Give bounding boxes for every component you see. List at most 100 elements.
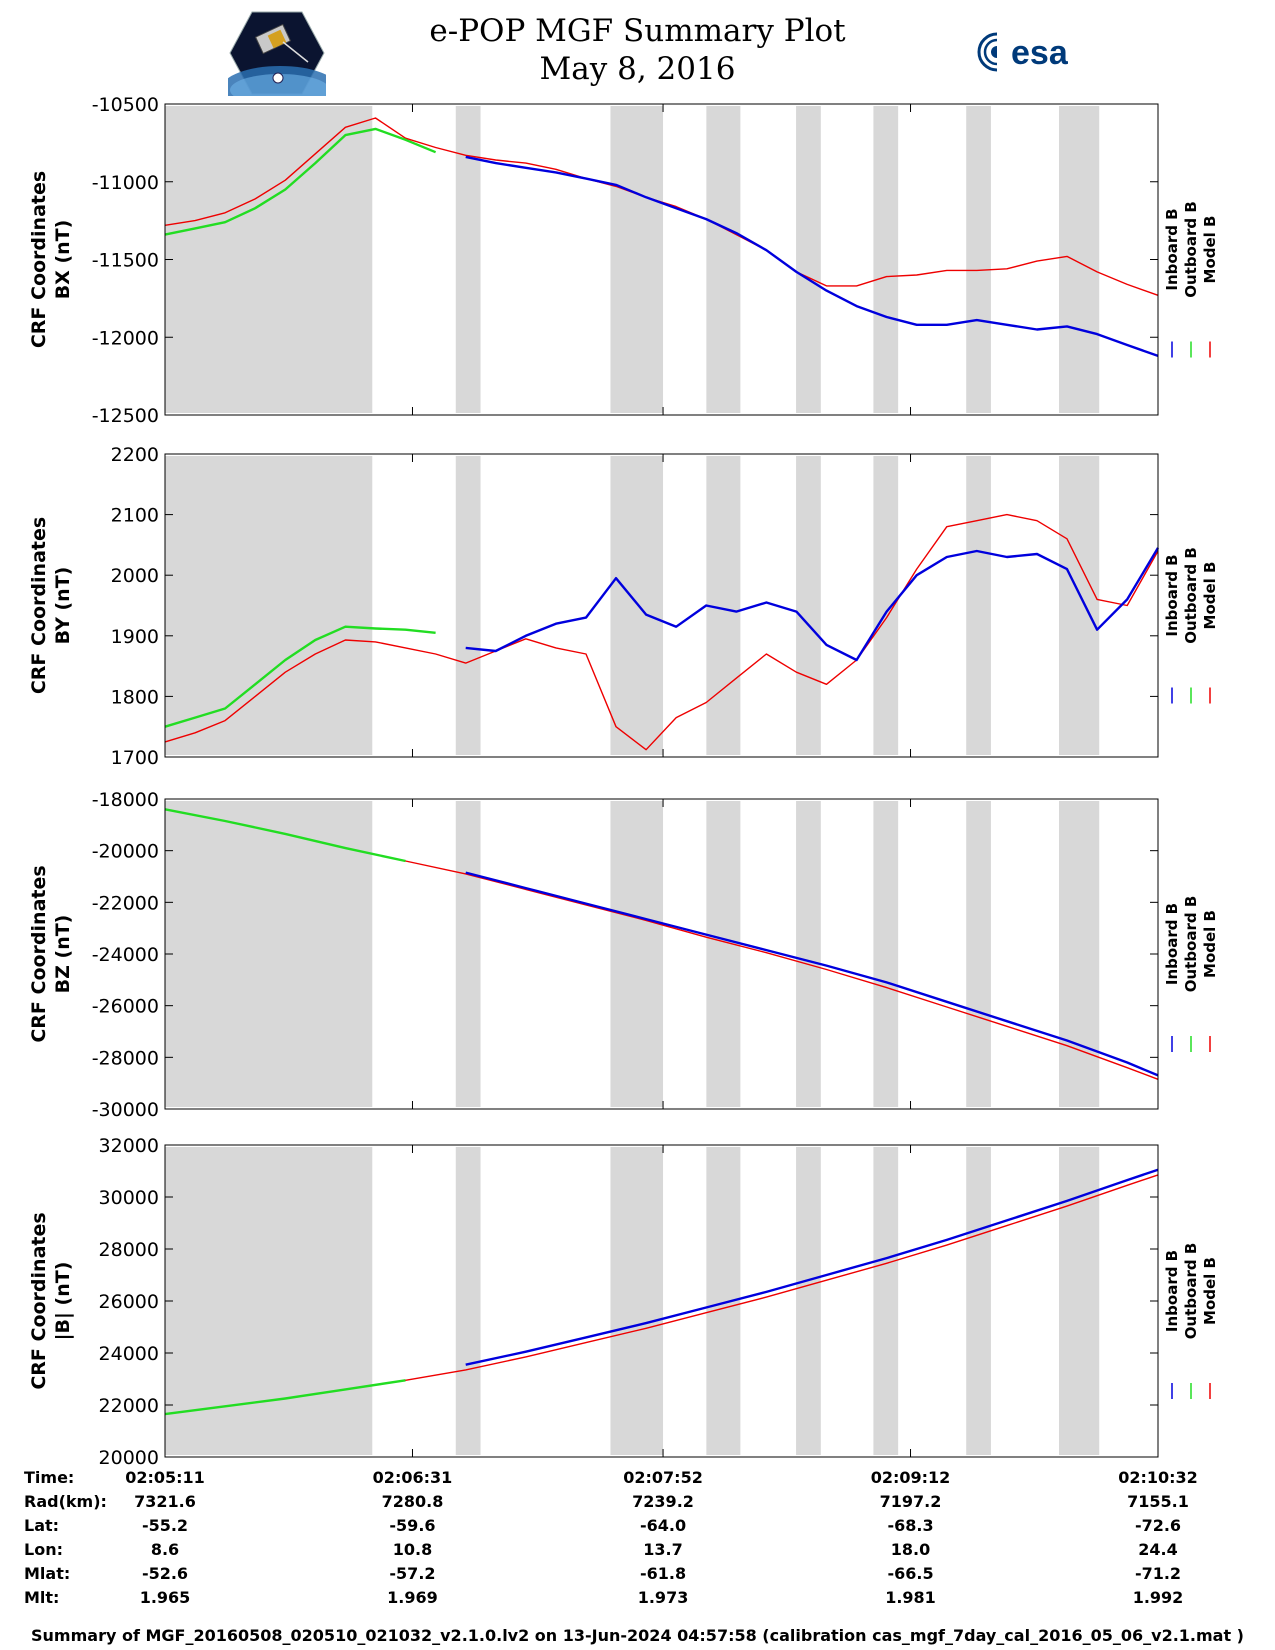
series-inboard-b xyxy=(465,155,1159,358)
y-axis-label: CRF Coordinates BZ (nT) xyxy=(28,865,74,1042)
series-outboard-b xyxy=(164,127,437,236)
legend-label: Outboard B xyxy=(1182,547,1200,644)
info-value: -68.3 xyxy=(887,1516,934,1535)
info-value: 7280.8 xyxy=(381,1492,444,1511)
shaded-interval xyxy=(873,801,899,1107)
info-row-lon: Lon: 8.6 10.8 13.7 18.0 24.4 xyxy=(0,1540,1275,1564)
info-value: 02:09:12 xyxy=(870,1468,951,1487)
shaded-interval xyxy=(706,106,741,413)
shaded-interval xyxy=(165,1147,373,1455)
info-row-lat: Lat: -55.2 -59.6 -64.0 -68.3 -72.6 xyxy=(0,1516,1275,1540)
shaded-interval xyxy=(796,801,821,1107)
info-label: Mlt: xyxy=(24,1588,60,1607)
y-axis-label-line-1: CRF Coordinates xyxy=(28,865,50,1042)
info-label: Time: xyxy=(24,1468,75,1487)
cassiope-logo xyxy=(228,11,326,96)
legend-label: Inboard B xyxy=(1163,1250,1181,1332)
y-axis-label-line-2: |B| (nT) xyxy=(52,1262,74,1341)
info-label: Lon: xyxy=(24,1540,63,1559)
shaded-interval xyxy=(796,1147,821,1455)
y-tick-label: 20000 xyxy=(99,1447,159,1465)
panel-2: 2200 2100 2000 1900 1800 1700 CRF Coordinates B… xyxy=(28,444,1219,769)
esa-logo: esa xyxy=(977,30,1069,74)
series-inboard-b xyxy=(465,547,1160,662)
y-tick-label: -11500 xyxy=(92,250,159,272)
shaded-interval xyxy=(706,801,741,1107)
axes-box xyxy=(164,453,1159,758)
info-value: 10.8 xyxy=(392,1540,433,1559)
y-tick-label: 24000 xyxy=(99,1343,159,1365)
info-value: -61.8 xyxy=(639,1564,687,1583)
shaded-interval xyxy=(1059,106,1100,413)
y-axis-label: CRF Coordinates |B| (nT) xyxy=(28,1212,74,1389)
info-value: -59.6 xyxy=(389,1516,436,1535)
legend-label: Outboard B xyxy=(1182,201,1200,298)
legend-label: Outboard B xyxy=(1182,896,1200,993)
legend-label: Inboard B xyxy=(1163,554,1181,636)
y-tick-label: 32000 xyxy=(99,1135,159,1157)
info-value: -66.5 xyxy=(887,1564,934,1583)
panel-4: 32000 30000 28000 26000 24000 22000 20000 CRF C… xyxy=(28,1135,1219,1465)
y-axis-label-line-1: CRF Coordinates xyxy=(28,1212,50,1389)
esa-logo-text: esa xyxy=(1011,34,1069,72)
shaded-interval xyxy=(966,801,991,1107)
shaded-interval xyxy=(610,1147,664,1455)
shaded-interval xyxy=(1059,456,1100,755)
info-label: Lat: xyxy=(24,1516,60,1535)
info-value: 7155.1 xyxy=(1127,1492,1189,1511)
y-tick-label: 1900 xyxy=(111,626,159,648)
info-value: -71.2 xyxy=(1134,1564,1182,1583)
info-value: 7321.6 xyxy=(134,1492,196,1511)
info-value: 7239.2 xyxy=(632,1492,694,1511)
y-tick-label: -12500 xyxy=(92,405,159,427)
y-tick-label: 26000 xyxy=(99,1291,159,1313)
shaded-interval xyxy=(610,801,664,1107)
y-tick-label: -20000 xyxy=(92,841,159,863)
shaded-interval xyxy=(966,106,991,413)
info-value: 1.965 xyxy=(139,1588,191,1607)
shaded-interval xyxy=(796,456,821,755)
y-tick-label: -12000 xyxy=(92,327,159,349)
plots-area: -10500 -11000 -11500 -12000 -12500 CRF Coordi… xyxy=(28,94,1219,1465)
y-tick-label: -18000 xyxy=(92,789,159,811)
y-axis-label-line-1: CRF Coordinates xyxy=(28,171,50,348)
info-row-mlt: Mlt: 1.965 1.969 1.973 1.981 1.992 xyxy=(0,1588,1275,1612)
info-value: 1.992 xyxy=(1132,1588,1184,1607)
info-value: 02:06:31 xyxy=(372,1468,453,1487)
y-axis-label-line-2: BX (nT) xyxy=(52,220,74,300)
series-model-b xyxy=(164,513,1159,751)
info-row-mlat: Mlat: -52.6 -57.2 -61.8 -66.5 -71.2 xyxy=(0,1564,1275,1588)
shaded-interval xyxy=(610,106,664,413)
info-value: 1.969 xyxy=(387,1588,438,1607)
info-value: -64.0 xyxy=(639,1516,687,1535)
legend-label: Model B xyxy=(1201,910,1219,978)
shaded-interval xyxy=(165,106,373,413)
info-value: 7197.2 xyxy=(879,1492,942,1511)
info-label: Mlat: xyxy=(24,1564,71,1583)
info-value: -52.6 xyxy=(141,1564,189,1583)
shaded-interval xyxy=(1059,1147,1100,1455)
info-value: 18.0 xyxy=(890,1540,931,1559)
y-tick-label: 28000 xyxy=(99,1239,159,1261)
legend-label: Model B xyxy=(1201,1257,1219,1325)
legend-label: Inboard B xyxy=(1163,208,1181,290)
shaded-interval xyxy=(966,456,991,755)
y-axis-label-line-1: CRF Coordinates xyxy=(28,517,50,694)
shaded-interval xyxy=(796,106,821,413)
y-tick-label: 1800 xyxy=(111,686,159,708)
shaded-interval xyxy=(455,106,481,413)
legend-label: Inboard B xyxy=(1163,903,1181,985)
y-tick-label: -24000 xyxy=(92,944,159,966)
orbit-info-table: Time: 02:05:11 02:06:31 02:07:52 02:09:12 02:… xyxy=(0,1468,1275,1628)
info-row-time: Time: 02:05:11 02:06:31 02:07:52 02:09:12 02:… xyxy=(0,1468,1275,1492)
legend-label: Outboard B xyxy=(1182,1243,1200,1340)
info-value: 24.4 xyxy=(1138,1540,1178,1559)
title-line-1: e-POP MGF Summary Plot xyxy=(429,13,846,49)
shaded-interval xyxy=(873,106,899,413)
y-tick-label: 30000 xyxy=(99,1187,159,1209)
footer-caption: Summary of MGF_20160508_020510_021032_v2… xyxy=(31,1626,1244,1645)
y-tick-label: 2000 xyxy=(111,565,159,587)
info-value: 8.6 xyxy=(150,1540,180,1559)
info-value: -57.2 xyxy=(389,1564,436,1583)
y-tick-label: -22000 xyxy=(92,892,159,914)
